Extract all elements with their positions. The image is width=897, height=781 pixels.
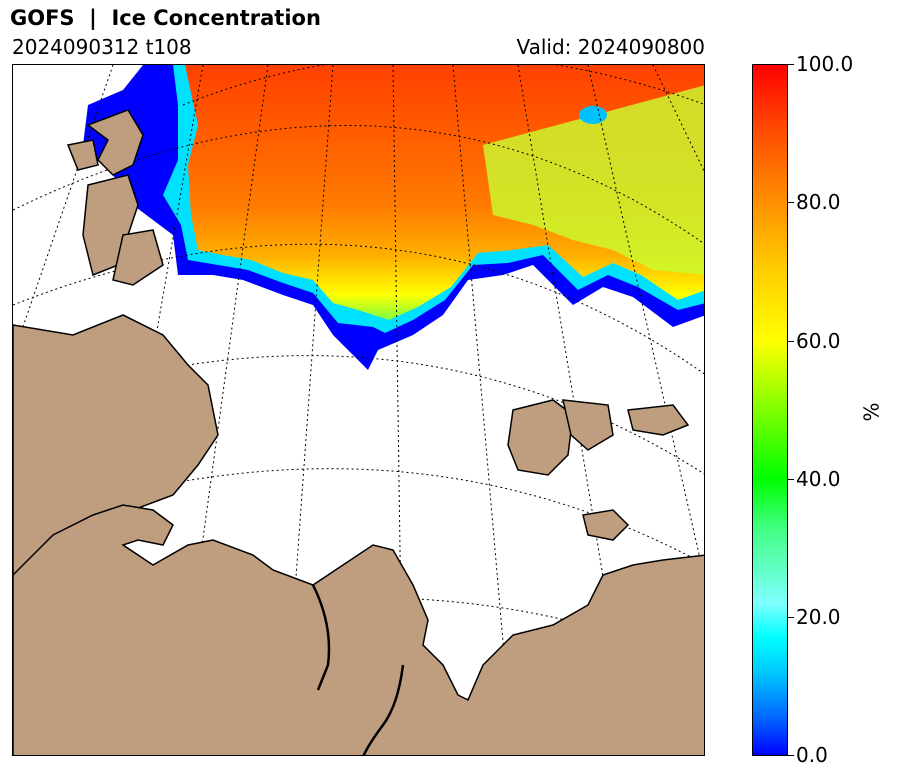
tick-label: 100.0 [796,52,854,76]
island-novaya-tip [112,229,164,286]
tick-mark [788,202,794,203]
island-east-3 [627,404,690,436]
ice-patch [579,106,607,124]
tick-label: 0.0 [796,743,828,767]
island-franz-josef [66,139,99,171]
island-east-1 [507,399,574,476]
tick-mark [788,617,794,618]
tick-mark [788,64,794,65]
colorbar [752,64,788,756]
landmass [13,109,704,755]
tick-mark [788,479,794,480]
map-svg [13,65,704,755]
map-panel [12,64,705,756]
tick-label: 80.0 [796,190,841,214]
tick-label: 40.0 [796,467,841,491]
island-east-4 [582,509,630,541]
tick-mark [788,755,794,756]
island-east-2 [562,399,614,451]
tick-mark [788,341,794,342]
run-label: 2024090312 t108 [12,35,192,59]
colorbar-unit: % [859,402,884,422]
tick-label: 20.0 [796,605,841,629]
map-title: GOFS | Ice Concentration [10,6,321,30]
valid-label: Valid: 2024090800 [516,35,705,59]
tick-label: 60.0 [796,329,841,353]
rivers [311,584,405,755]
island-northwest [86,109,144,176]
siberian-mainland [13,504,704,755]
